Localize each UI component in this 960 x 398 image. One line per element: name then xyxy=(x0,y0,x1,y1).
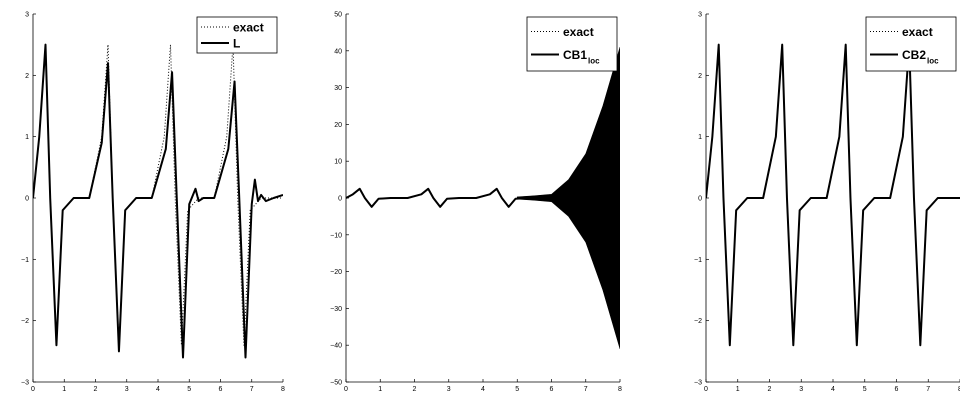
y-tick-label: 10 xyxy=(334,159,342,166)
y-tick-label: −1 xyxy=(694,257,702,264)
legend-label: CB1 xyxy=(563,48,587,62)
y-tick-label: 0 xyxy=(25,196,29,203)
y-tick-label: 3 xyxy=(25,12,29,19)
x-tick-label: 8 xyxy=(618,386,622,393)
x-tick-label: 5 xyxy=(187,386,191,393)
plot-area xyxy=(706,43,960,347)
legend: exact CB1 loc xyxy=(526,16,618,72)
x-tick-label: 1 xyxy=(62,386,66,393)
chart-panel-2: 0 1 2 3 4 5 6 7 8 −50 −40 −30 −20 −10 0 10 20 30 40 50 exact… xyxy=(330,12,622,394)
y-tick-label: −2 xyxy=(21,318,29,325)
plot-area xyxy=(33,43,283,359)
x-tick-label: 4 xyxy=(831,386,835,393)
chart-panel-1: 0 1 2 3 4 5 6 7 8 −3 −2 −1 0 1 2 3 exact L xyxy=(21,12,285,394)
x-tick-label: 7 xyxy=(584,386,588,393)
series-oscillation-band xyxy=(516,47,620,349)
x-tick-label: 3 xyxy=(125,386,129,393)
x-tick-label: 8 xyxy=(281,386,285,393)
legend-label: exact xyxy=(233,21,264,35)
legend-label: exact xyxy=(902,25,933,39)
y-tick-label: −2 xyxy=(694,318,702,325)
x-tick-label: 6 xyxy=(550,386,554,393)
series-line-cb1 xyxy=(346,184,620,211)
x-tick-label: 4 xyxy=(481,386,485,393)
x-tick-label: 1 xyxy=(736,386,740,393)
y-tick-label: 0 xyxy=(338,196,342,203)
x-tick-label: 6 xyxy=(895,386,899,393)
x-tick-label: 7 xyxy=(250,386,254,393)
legend: exact CB2 loc xyxy=(865,16,957,72)
y-tick-label: −3 xyxy=(21,380,29,387)
y-tick-label: −10 xyxy=(330,232,342,239)
x-tick-label: 3 xyxy=(799,386,803,393)
x-tick-label: 6 xyxy=(219,386,223,393)
y-tick-label: −20 xyxy=(330,269,342,276)
legend: exact L xyxy=(196,16,278,54)
x-tick-label: 0 xyxy=(344,386,348,393)
y-tick-label: 50 xyxy=(334,12,342,19)
legend-box xyxy=(196,16,278,54)
y-tick-label: −30 xyxy=(330,306,342,313)
y-tick-label: 0 xyxy=(698,196,702,203)
x-tick-label: 2 xyxy=(94,386,98,393)
legend-label-subscript: loc xyxy=(927,57,939,66)
x-tick-label: 4 xyxy=(156,386,160,393)
legend-box xyxy=(526,16,618,72)
y-tick-label: 40 xyxy=(334,48,342,55)
y-tick-label: −1 xyxy=(21,257,29,264)
series-line-exact xyxy=(33,44,283,346)
x-tick-label: 2 xyxy=(768,386,772,393)
legend-label: L xyxy=(233,37,240,51)
y-tick-label: 1 xyxy=(698,134,702,141)
x-tick-label: 5 xyxy=(863,386,867,393)
y-tick-label: 30 xyxy=(334,85,342,92)
x-tick-label: 7 xyxy=(926,386,930,393)
legend-label: CB2 xyxy=(902,48,926,62)
legend-label-subscript: loc xyxy=(588,57,600,66)
x-tick-label: 3 xyxy=(447,386,451,393)
legend-label: exact xyxy=(563,25,594,39)
x-tick-label: 0 xyxy=(31,386,35,393)
y-tick-label: 3 xyxy=(698,12,702,19)
y-tick-label: 1 xyxy=(25,134,29,141)
plot-area xyxy=(346,47,620,349)
x-tick-label: 1 xyxy=(378,386,382,393)
x-tick-label: 8 xyxy=(958,386,960,393)
series-line-l xyxy=(33,43,283,359)
y-tick-label: 2 xyxy=(25,73,29,80)
x-tick-label: 2 xyxy=(413,386,417,393)
y-tick-label: 20 xyxy=(334,122,342,129)
y-tick-label: −40 xyxy=(330,343,342,350)
y-tick-label: −50 xyxy=(330,380,342,387)
series-line-cb2 xyxy=(706,43,960,347)
legend-box xyxy=(865,16,957,72)
y-tick-label: 2 xyxy=(698,73,702,80)
x-tick-label: 0 xyxy=(704,386,708,393)
x-tick-label: 5 xyxy=(515,386,519,393)
y-tick-label: −3 xyxy=(694,380,702,387)
